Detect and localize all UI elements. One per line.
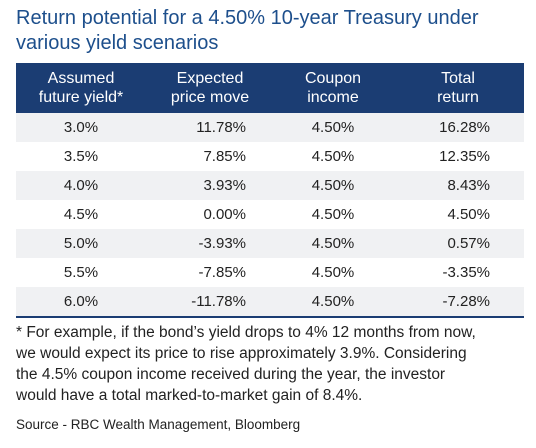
header-coupon-income-line-2: income [307,89,359,106]
header-assumed-yield-line-1: Assumed [47,70,115,87]
cell-price-move: 11.78% [146,113,274,142]
header-expected-price-move-line-2: price move [170,89,250,106]
cell-coupon-income: 4.50% [274,258,392,287]
footnote-line-4: would have a total marked-to-market gain… [16,387,363,404]
footnote-line-2: we would expect its price to rise approx… [16,345,467,362]
cell-assumed-yield: 5.0% [16,229,146,258]
table-row: 3.5% 7.85% 4.50% 12.35% [16,142,524,171]
cell-total-return: 16.28% [392,113,524,142]
cell-coupon-income: 4.50% [274,200,392,229]
cell-price-move: 7.85% [146,142,274,171]
chart-title-line-1: Return potential for a 4.50% 10-year Tre… [16,7,479,29]
table-row: 5.0% -3.93% 4.50% 0.57% [16,229,524,258]
table-row: 3.0% 11.78% 4.50% 16.28% [16,113,524,142]
footnote-line-1: * For example, if the bond’s yield drops… [16,324,476,341]
header-total-return-line-2: return [437,89,479,106]
table-row: 4.5% 0.00% 4.50% 4.50% [16,200,524,229]
table-header-row: Assumed future yield* Expected price mov… [16,63,524,113]
header-coupon-income-line-1: Coupon [304,70,362,87]
cell-coupon-income: 4.50% [274,142,392,171]
header-total-return-line-1: Total [441,70,475,87]
header-coupon-income: Coupon income [274,63,392,113]
yield-scenario-table: Assumed future yield* Expected price mov… [16,63,524,318]
table-row: 4.0% 3.93% 4.50% 8.43% [16,171,524,200]
cell-assumed-yield: 4.0% [16,171,146,200]
cell-total-return: -7.28% [392,287,524,318]
cell-price-move: -3.93% [146,229,274,258]
cell-assumed-yield: 3.0% [16,113,146,142]
cell-total-return: 12.35% [392,142,524,171]
cell-price-move: -11.78% [146,287,274,318]
cell-total-return: -3.35% [392,258,524,287]
header-assumed-yield: Assumed future yield* [16,63,146,113]
cell-total-return: 0.57% [392,229,524,258]
chart-title-line-2: various yield scenarios [16,32,219,54]
cell-total-return: 4.50% [392,200,524,229]
cell-coupon-income: 4.50% [274,287,392,318]
footnote: * For example, if the bond’s yield drops… [16,322,526,406]
header-total-return: Total return [392,63,524,113]
footnote-line-3: the 4.5% coupon income received during t… [16,366,446,383]
header-expected-price-move: Expected price move [146,63,274,113]
cell-coupon-income: 4.50% [274,229,392,258]
cell-price-move: -7.85% [146,258,274,287]
cell-assumed-yield: 3.5% [16,142,146,171]
table-row: 6.0% -11.78% 4.50% -7.28% [16,287,524,318]
cell-coupon-income: 4.50% [274,171,392,200]
source-note: Source - RBC Wealth Management, Bloomber… [16,417,301,432]
table-row: 5.5% -7.85% 4.50% -3.35% [16,258,524,287]
cell-assumed-yield: 5.5% [16,258,146,287]
cell-price-move: 0.00% [146,200,274,229]
cell-assumed-yield: 4.5% [16,200,146,229]
cell-price-move: 3.93% [146,171,274,200]
cell-total-return: 8.43% [392,171,524,200]
chart-title: Return potential for a 4.50% 10-year Tre… [16,6,526,56]
cell-coupon-income: 4.50% [274,113,392,142]
cell-assumed-yield: 6.0% [16,287,146,318]
header-assumed-yield-line-2: future yield* [38,89,124,106]
header-expected-price-move-line-1: Expected [176,70,244,87]
